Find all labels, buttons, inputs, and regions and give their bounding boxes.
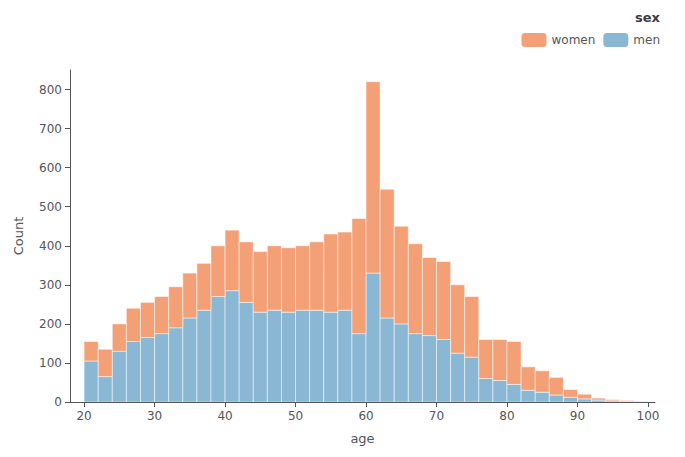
- svg-text:400: 400: [39, 239, 62, 253]
- svg-text:sex: sex: [635, 10, 661, 25]
- svg-text:500: 500: [39, 200, 62, 214]
- svg-text:men: men: [633, 33, 660, 47]
- svg-text:100: 100: [39, 356, 62, 370]
- svg-text:20: 20: [76, 409, 91, 423]
- svg-text:women: women: [551, 33, 595, 47]
- svg-text:Count: Count: [11, 217, 26, 256]
- svg-text:200: 200: [39, 317, 62, 331]
- svg-text:40: 40: [217, 409, 232, 423]
- svg-text:90: 90: [570, 409, 585, 423]
- svg-text:80: 80: [499, 409, 514, 423]
- svg-text:100: 100: [636, 409, 659, 423]
- svg-text:70: 70: [429, 409, 444, 423]
- svg-text:600: 600: [39, 161, 62, 175]
- svg-text:700: 700: [39, 122, 62, 136]
- svg-text:800: 800: [39, 83, 62, 97]
- svg-text:50: 50: [288, 409, 303, 423]
- svg-text:0: 0: [54, 395, 62, 409]
- svg-text:30: 30: [147, 409, 162, 423]
- svg-text:age: age: [350, 431, 374, 446]
- svg-text:60: 60: [358, 409, 373, 423]
- svg-text:300: 300: [39, 278, 62, 292]
